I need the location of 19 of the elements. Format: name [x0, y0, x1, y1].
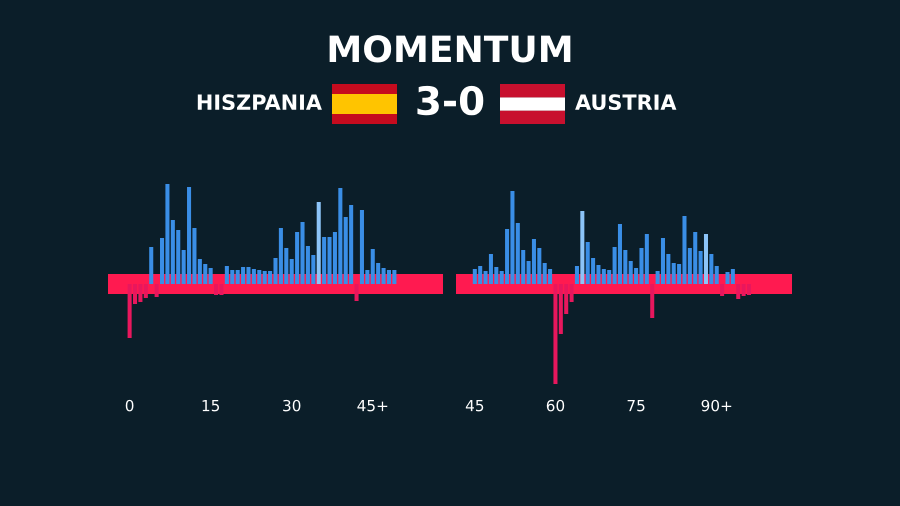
bar: [316, 202, 321, 284]
bar: [574, 266, 579, 284]
x-tick-label: 60: [546, 400, 564, 412]
chart-title: MOMENTUM: [330, 35, 570, 62]
bar: [154, 284, 159, 297]
bar: [650, 284, 654, 318]
x-tick-label: 30: [283, 400, 300, 412]
x-tick-label: 90+: [702, 400, 732, 412]
bar: [354, 284, 359, 301]
bar: [704, 234, 708, 284]
x-tick-label: 75: [628, 400, 644, 412]
text: HISZPANIA 3-0 AUSTRIA: [198, 86, 676, 116]
x-tick-label: 45+: [357, 400, 388, 412]
x-tick-label: 45: [466, 400, 484, 412]
bar: [720, 284, 724, 296]
bar: [149, 247, 154, 284]
x-tick-label: 0: [126, 400, 134, 412]
bar: [580, 211, 584, 284]
x-tick-label: 15: [202, 400, 220, 412]
